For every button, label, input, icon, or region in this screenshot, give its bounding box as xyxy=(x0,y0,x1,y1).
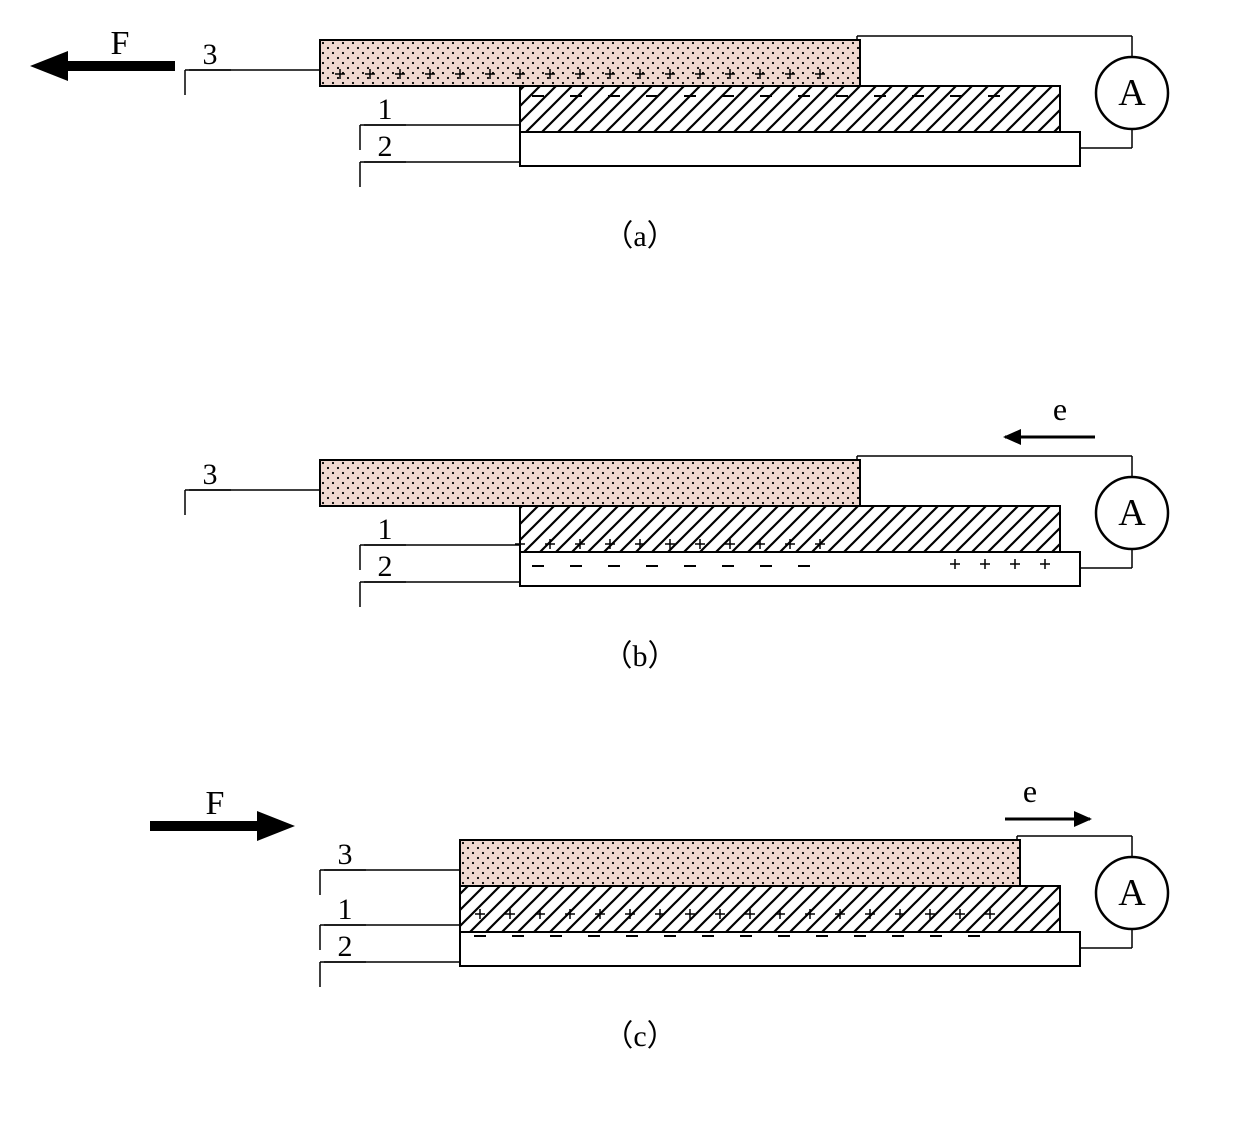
panel-a: 3 1 2 A F （a） xyxy=(30,25,1168,253)
caption-b: （b） xyxy=(603,640,678,673)
electron-label: e xyxy=(1023,773,1037,809)
lead-label-2: 2 xyxy=(378,130,393,163)
lead-label-1: 1 xyxy=(338,893,353,926)
lead-label-3: 3 xyxy=(338,838,353,871)
lead-label-3: 3 xyxy=(203,38,218,71)
layer-2 xyxy=(520,132,1080,166)
caption-a: （a） xyxy=(603,220,676,253)
electron-label: e xyxy=(1053,391,1067,427)
force-label: F xyxy=(206,785,225,822)
layer-3 xyxy=(460,840,1020,886)
panel-c: 3 1 2 A Fe （c） xyxy=(150,773,1168,1053)
lead-label-3: 3 xyxy=(203,458,218,491)
layer-2 xyxy=(460,932,1080,966)
ammeter-label: A xyxy=(1118,492,1146,534)
ammeter-label: A xyxy=(1118,72,1146,114)
force-label: F xyxy=(111,25,130,62)
ammeter-label: A xyxy=(1118,872,1146,914)
layer-3 xyxy=(320,460,860,506)
layer-3 xyxy=(320,40,860,86)
lead-label-2: 2 xyxy=(378,550,393,583)
layer-2 xyxy=(520,552,1080,586)
layer-1 xyxy=(520,86,1060,132)
layer-1 xyxy=(460,886,1060,932)
panel-b: 3 1 2 Ae （b） xyxy=(185,391,1168,673)
lead-label-1: 1 xyxy=(378,93,393,126)
caption-c: （c） xyxy=(603,1020,676,1053)
lead-label-2: 2 xyxy=(338,930,353,963)
lead-label-1: 1 xyxy=(378,513,393,546)
diagram-svg: 3 1 2 A F （a） 3 1 2 Ae （b） 3 1 2 A Fe （c） xyxy=(20,20,1220,1120)
figure-canvas: 3 1 2 A F （a） 3 1 2 Ae （b） 3 1 2 A Fe （c） xyxy=(20,20,1220,1120)
